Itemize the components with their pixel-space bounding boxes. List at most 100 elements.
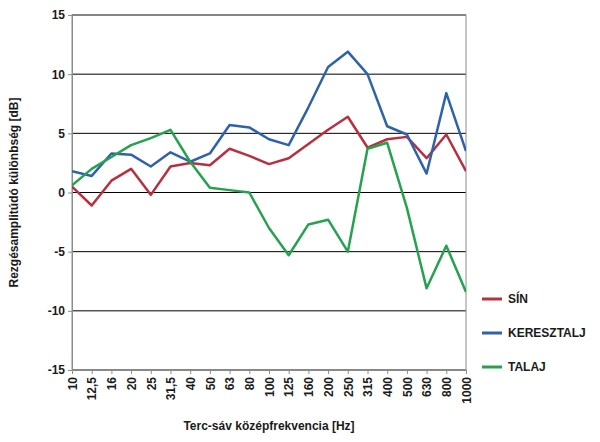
- x-tick: 63: [223, 370, 237, 390]
- x-tick-mark: [131, 370, 132, 374]
- x-axis: 1012,516202531,5405063801001251602002503…: [66, 370, 474, 404]
- x-tick: 250: [342, 370, 356, 397]
- x-tick-label: 16: [105, 377, 119, 391]
- x-tick: 31,5: [164, 370, 178, 400]
- y-tick-label: 10: [52, 68, 66, 82]
- x-tick-label: 250: [342, 377, 356, 397]
- x-tick: 200: [322, 370, 336, 397]
- grid-line: [72, 74, 466, 75]
- x-tick-mark: [230, 370, 231, 374]
- x-axis-title: Terc-sáv középfrekvencia [Hz]: [183, 419, 354, 433]
- legend: SÍNKERESZTALJTALAJ: [482, 291, 586, 374]
- x-tick-mark: [289, 370, 290, 374]
- x-tick-label: 40: [184, 377, 198, 391]
- legend-label: KERESZTALJ: [508, 326, 586, 340]
- x-tick-mark: [427, 370, 428, 374]
- y-axis: -15 -10 -5 0 5 10 15: [48, 8, 73, 377]
- x-tick: 315: [361, 370, 375, 397]
- grid-line: [72, 192, 466, 193]
- y-tick: 15: [52, 8, 72, 22]
- y-axis-line: [68, 16, 73, 371]
- y-tick-mark: [68, 370, 72, 371]
- x-tick-mark: [190, 370, 191, 374]
- y-tick-label: -5: [54, 245, 65, 259]
- x-tick-label: 100: [263, 377, 277, 397]
- x-tick-label: 63: [223, 377, 237, 391]
- series-line: [72, 52, 466, 176]
- x-tick-label: 400: [381, 377, 395, 397]
- x-tick: 800: [440, 370, 454, 397]
- x-tick: 20: [125, 370, 139, 390]
- x-tick-mark: [171, 370, 172, 374]
- series-lines: [72, 52, 466, 292]
- y-tick: -10: [48, 304, 72, 318]
- grid-line: [72, 251, 466, 252]
- x-tick: 500: [401, 370, 415, 397]
- y-tick-mark: [68, 74, 72, 75]
- x-tick-mark: [210, 370, 211, 374]
- y-axis-title: Rezgésamplitúdó különbség [dB]: [7, 97, 21, 287]
- x-tick-label: 125: [282, 377, 296, 397]
- y-tick-label: 0: [58, 186, 65, 200]
- x-tick-mark: [111, 370, 112, 374]
- x-tick-mark: [72, 370, 73, 374]
- x-tick-mark: [368, 370, 369, 374]
- x-tick-label: 160: [302, 377, 316, 397]
- grid-line: [72, 310, 466, 311]
- x-tick-mark: [249, 370, 250, 374]
- y-tick-mark: [68, 133, 72, 134]
- x-tick-label: 20: [125, 377, 139, 391]
- x-tick-label: 315: [361, 377, 375, 397]
- y-tick-label: 15: [52, 8, 66, 22]
- series-line: [72, 117, 466, 206]
- x-tick: 100: [263, 370, 277, 397]
- x-tick-mark: [387, 370, 388, 374]
- x-tick-mark: [407, 370, 408, 374]
- x-tick-mark: [348, 370, 349, 374]
- x-tick: 12,5: [85, 370, 99, 400]
- x-tick-mark: [92, 370, 93, 374]
- x-tick: 630: [420, 370, 434, 397]
- x-tick: 125: [282, 370, 296, 397]
- x-tick: 160: [302, 370, 316, 397]
- x-tick: 16: [105, 370, 119, 390]
- x-tick-label: 500: [401, 377, 415, 397]
- plot-frame: [72, 15, 466, 370]
- y-tick-mark: [68, 311, 72, 312]
- x-tick-label: 630: [420, 377, 434, 397]
- y-tick-mark: [68, 193, 72, 194]
- x-axis-line: [73, 371, 467, 375]
- x-tick-mark: [466, 370, 467, 374]
- x-tick: 50: [204, 370, 218, 390]
- x-tick-mark: [269, 370, 270, 374]
- x-tick-label: 25: [145, 377, 159, 391]
- y-tick-label: -15: [48, 363, 66, 377]
- y-tick-label: 5: [58, 127, 65, 141]
- chart: -15-10-50510151012,516202531,54050638010…: [0, 0, 600, 442]
- series-line: [72, 130, 466, 292]
- y-tick: -5: [54, 245, 72, 259]
- x-tick: 1000: [460, 370, 474, 404]
- y-tick: 0: [58, 186, 72, 200]
- x-tick-mark: [308, 370, 309, 374]
- x-tick-label: 50: [204, 377, 218, 391]
- x-tick: 25: [145, 370, 159, 390]
- y-tick-mark: [68, 15, 72, 16]
- y-tick-label: -10: [48, 304, 66, 318]
- y-tick: 5: [58, 127, 72, 141]
- x-tick-mark: [328, 370, 329, 374]
- x-tick-label: 12,5: [85, 377, 99, 401]
- x-tick-label: 10: [66, 377, 80, 391]
- x-tick: 10: [66, 370, 80, 390]
- x-tick: 40: [184, 370, 198, 390]
- x-tick-label: 800: [440, 377, 454, 397]
- legend-swatch: [482, 366, 502, 369]
- legend-swatch: [482, 298, 502, 301]
- x-tick-label: 31,5: [164, 377, 178, 401]
- legend-label: SÍN: [508, 291, 528, 306]
- x-tick-label: 1000: [460, 377, 474, 404]
- y-tick-mark: [68, 252, 72, 253]
- legend-swatch: [482, 332, 502, 335]
- x-tick: 400: [381, 370, 395, 397]
- x-tick-mark: [446, 370, 447, 374]
